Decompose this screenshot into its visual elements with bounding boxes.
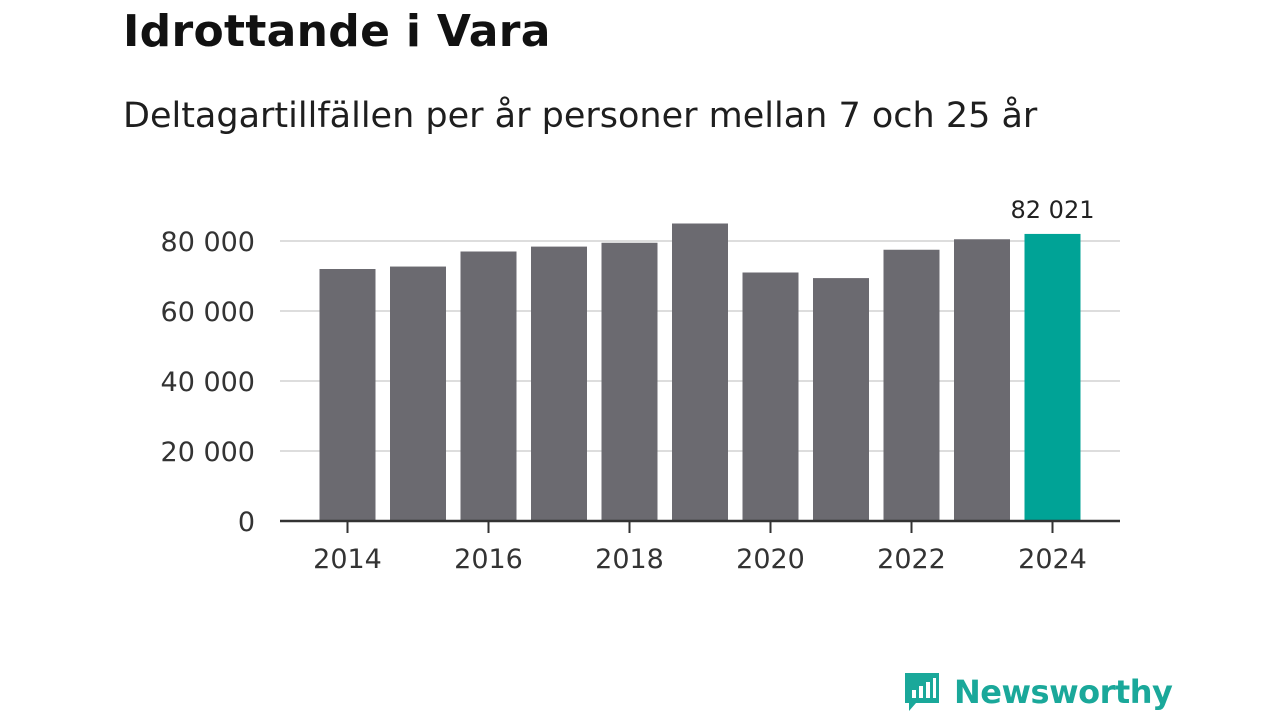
newsworthy-icon bbox=[905, 673, 939, 711]
y-axis-ticks: 0 20 000 40 000 60 000 80 000 bbox=[161, 227, 255, 538]
y-tick-label: 0 bbox=[238, 507, 255, 538]
x-axis-ticks: 2014 2016 2018 2020 2022 2024 bbox=[313, 521, 1087, 575]
y-tick-label: 80 000 bbox=[161, 227, 255, 258]
bar-2022 bbox=[883, 249, 940, 521]
chart-subtitle: Deltagartillfällen per år personer mella… bbox=[123, 96, 1038, 136]
data-labels: 82 021 bbox=[1011, 196, 1095, 224]
data-label: 82 021 bbox=[1011, 196, 1095, 224]
x-tick-label: 2024 bbox=[1018, 544, 1087, 575]
bar-2018 bbox=[601, 242, 658, 521]
bar-2020 bbox=[742, 272, 799, 521]
bar-2015 bbox=[390, 266, 446, 521]
y-tick-label: 20 000 bbox=[161, 437, 255, 468]
bars bbox=[319, 223, 1081, 521]
bar-2014 bbox=[319, 269, 376, 521]
bar-2023 bbox=[954, 239, 1010, 521]
x-tick-label: 2018 bbox=[595, 544, 664, 575]
bar-2024 bbox=[1024, 233, 1081, 521]
x-tick-label: 2016 bbox=[454, 544, 523, 575]
bar-2019 bbox=[672, 223, 728, 521]
bar-2016 bbox=[460, 251, 517, 521]
y-tick-label: 60 000 bbox=[161, 297, 255, 328]
x-tick-label: 2020 bbox=[736, 544, 805, 575]
x-tick-label: 2022 bbox=[877, 544, 946, 575]
newsworthy-logo: Newsworthy bbox=[902, 670, 1173, 714]
y-tick-label: 40 000 bbox=[161, 367, 255, 398]
chart-title: Idrottande i Vara bbox=[123, 6, 551, 57]
bar-2017 bbox=[531, 246, 587, 521]
brand-name: Newsworthy bbox=[954, 673, 1173, 711]
bar-2021 bbox=[813, 278, 869, 521]
x-tick-label: 2014 bbox=[313, 544, 382, 575]
